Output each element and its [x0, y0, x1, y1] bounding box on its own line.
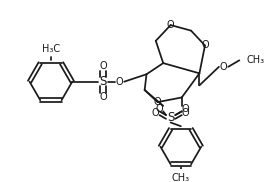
Text: O: O — [116, 77, 123, 87]
Text: O: O — [154, 97, 161, 107]
Text: CH₃: CH₃ — [247, 55, 265, 65]
Text: S: S — [99, 75, 107, 88]
Text: O: O — [152, 108, 159, 118]
Text: O: O — [220, 62, 227, 72]
Text: H₃C: H₃C — [42, 44, 60, 54]
Text: O: O — [182, 108, 189, 118]
Text: O: O — [99, 61, 107, 71]
Text: O: O — [167, 20, 175, 30]
Text: S: S — [167, 111, 174, 124]
Text: CH₃: CH₃ — [172, 173, 190, 182]
Text: O: O — [99, 92, 107, 102]
Text: O: O — [156, 104, 163, 114]
Text: O: O — [182, 104, 189, 114]
Text: O: O — [201, 40, 209, 50]
